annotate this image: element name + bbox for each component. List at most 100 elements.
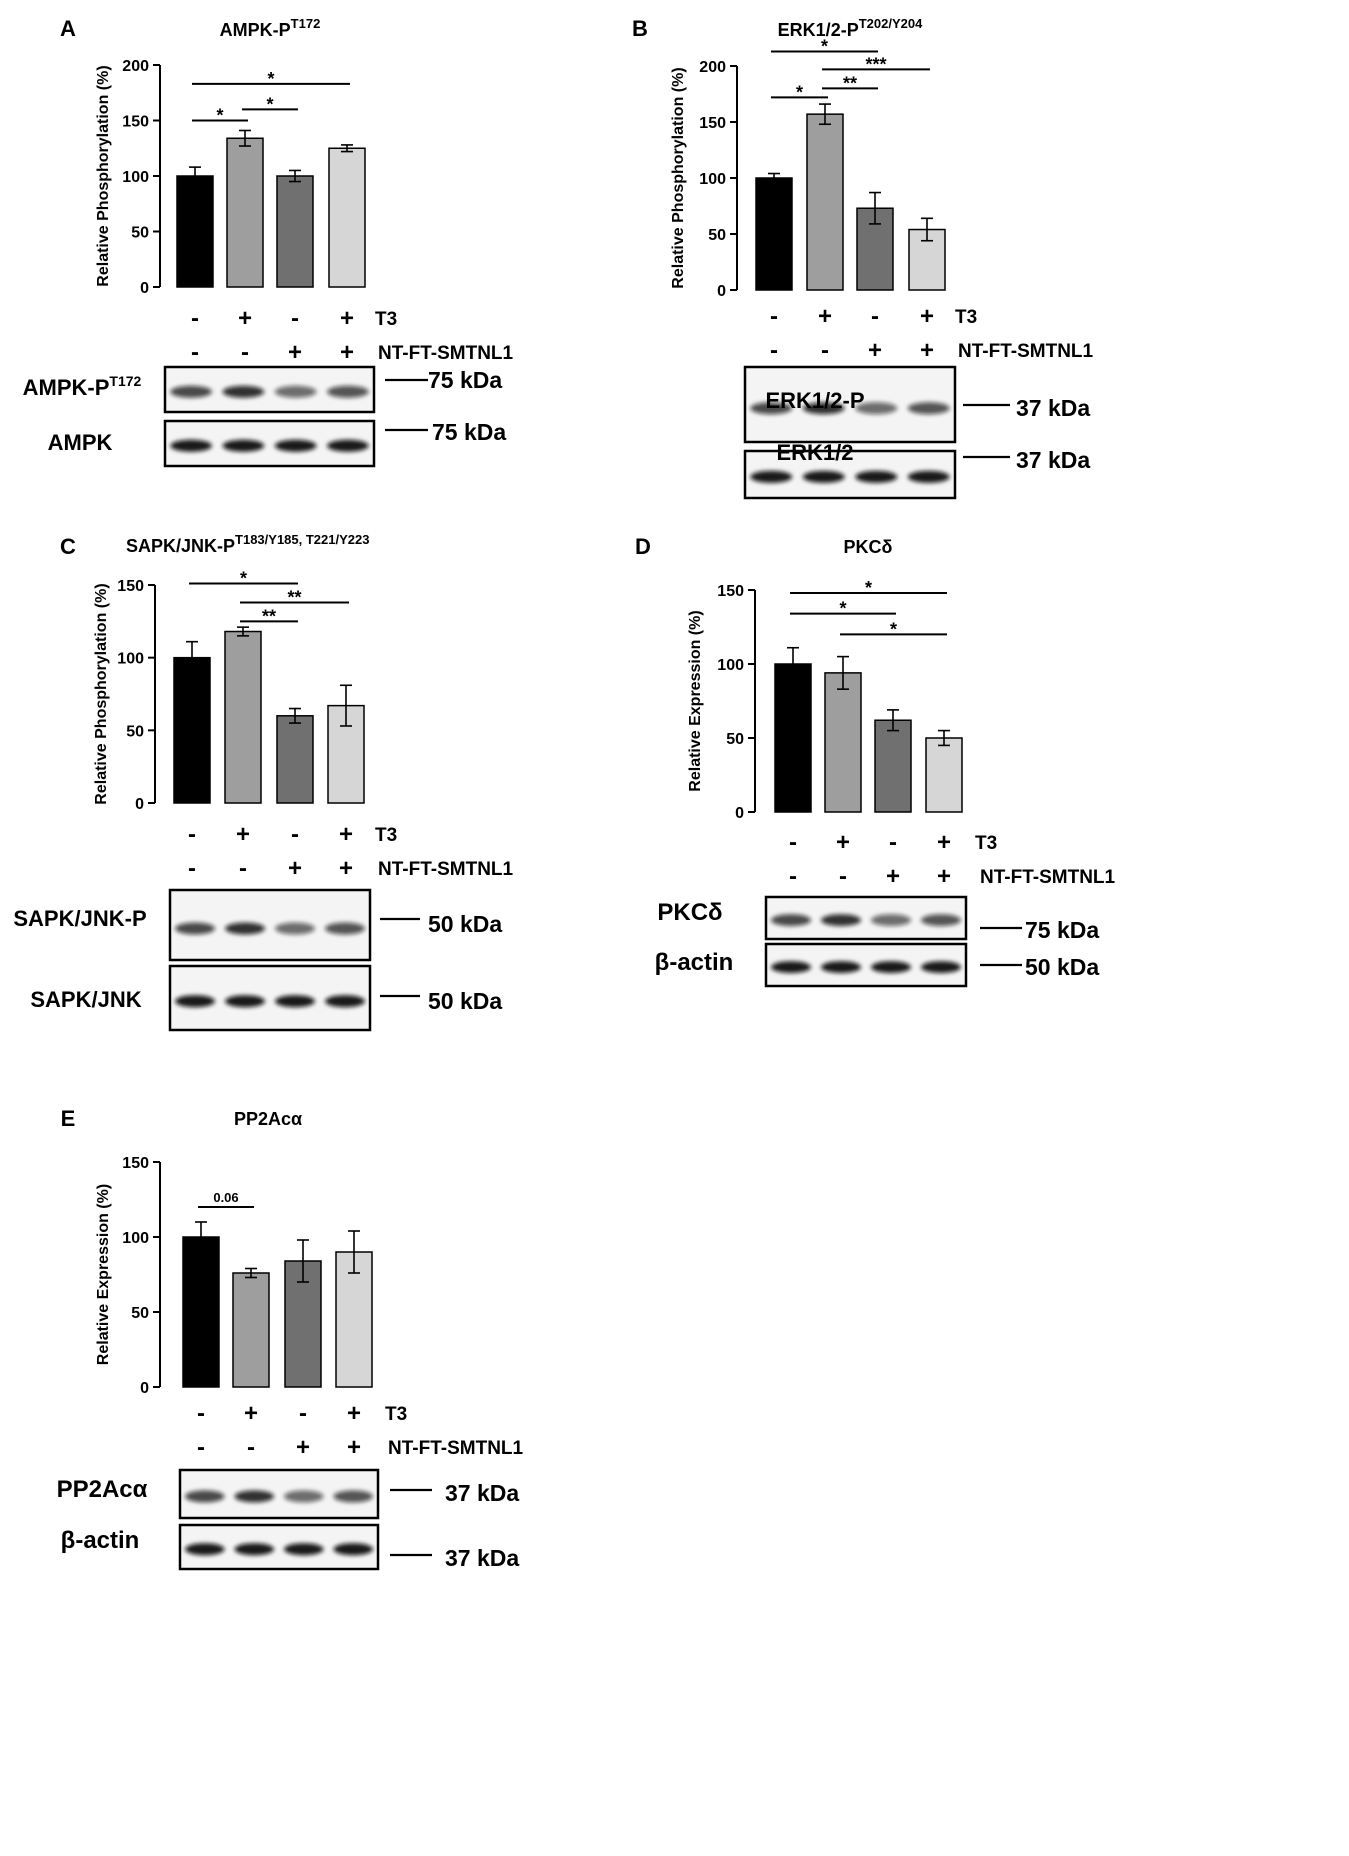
panel-letter: B [632, 16, 648, 41]
bar [335, 1251, 373, 1388]
smtnl1-sign: - [239, 855, 247, 882]
significance-label: * [865, 578, 872, 598]
y-tick-label: 100 [122, 1230, 149, 1247]
blot-band [750, 470, 793, 483]
western-blot: AMPK-PT172 75 kDa [23, 365, 502, 414]
blot-band [234, 1543, 275, 1556]
chart-title-superscript: T202/Y204 [859, 16, 923, 31]
y-tick-label: 100 [117, 651, 144, 668]
chart-title-text: PP2Acα [234, 1109, 302, 1129]
y-tick-label: 100 [717, 657, 744, 674]
smtnl1-label: NT-FT-SMTNL1 [378, 859, 514, 880]
molecular-weight-marker: 37 kDa [445, 1480, 519, 1506]
western-blot: SAPK/JNK-P 50 kDa [13, 888, 502, 962]
molecular-weight-marker: 50 kDa [1025, 954, 1099, 980]
y-tick-label: 0 [135, 796, 144, 813]
bar [806, 113, 844, 291]
blot-band [326, 439, 369, 452]
t3-sign: - [197, 1400, 205, 1427]
t3-sign: + [818, 303, 832, 330]
blot-band [275, 922, 315, 935]
blot-label-text: ERK1/2-P [765, 388, 864, 413]
bar [176, 175, 214, 288]
blot-band [234, 1490, 275, 1503]
smtnl1-sign: - [789, 863, 797, 890]
t3-sign: - [291, 821, 299, 848]
blot-band [274, 385, 317, 398]
smtnl1-sign: + [288, 855, 302, 882]
smtnl1-sign: - [197, 1434, 205, 1461]
y-tick-label: 100 [122, 169, 149, 186]
blot-label-text: β-actin [655, 949, 734, 976]
blot-label: SAPK/JNK-P [13, 906, 146, 931]
panel-c: C SAPK/JNK-PT183/Y185, T221/Y223Relative … [13, 532, 514, 1032]
blot-band [184, 1490, 225, 1503]
y-axis-label: Relative Phosphorylation (%) [93, 583, 110, 804]
blot-frame [764, 942, 968, 988]
t3-sign: + [920, 303, 934, 330]
chart-title-text: AMPK-P [220, 20, 291, 40]
bar [874, 719, 912, 813]
smtnl1-label: NT-FT-SMTNL1 [378, 343, 514, 364]
t3-sign: + [347, 1400, 361, 1427]
molecular-weight-marker: 37 kDa [445, 1545, 519, 1571]
y-axis-label: Relative Phosphorylation (%) [670, 67, 687, 288]
western-blot: β-actin 50 kDa [655, 942, 1099, 988]
western-blot: ERK1/2-P 37 kDa [743, 365, 1090, 444]
significance-label: * [796, 82, 803, 102]
t3-sign: + [339, 821, 353, 848]
smtnl1-sign: - [191, 339, 199, 366]
significance-label: *** [865, 54, 886, 74]
significance-label: * [240, 569, 247, 589]
t3-sign: + [836, 829, 850, 856]
blot-band [283, 1490, 324, 1503]
blot-label: ERK1/2 [776, 440, 853, 465]
chart-title: PKCδ [844, 537, 893, 557]
y-tick-label: 0 [140, 280, 149, 297]
y-tick-label: 200 [122, 58, 149, 75]
blot-band [325, 922, 365, 935]
bar [755, 177, 793, 291]
blot-band [275, 995, 315, 1008]
panel-d: D PKCδ Relative Expression (%) 0 50 100 150 * * *… [635, 534, 1116, 988]
y-tick-label: 0 [735, 805, 744, 822]
western-blot: ERK1/2 37 kDa [743, 440, 1090, 500]
t3-label: T3 [975, 833, 997, 854]
western-blot: AMPK 75 kDa [48, 419, 506, 468]
chart-title-superscript: T172 [291, 16, 321, 31]
blot-band [750, 402, 793, 415]
blot-label: ERK1/2-P [765, 388, 864, 413]
blot-band [170, 439, 213, 452]
blot-band [333, 1490, 374, 1503]
smtnl1-sign: + [937, 863, 951, 890]
chart-title-text: SAPK/JNK-P [126, 536, 235, 556]
smtnl1-sign: - [770, 337, 778, 364]
t3-label: T3 [385, 1404, 407, 1425]
bar [173, 656, 211, 804]
chart-title-text: PKCδ [844, 537, 893, 557]
t3-sign: - [871, 303, 879, 330]
molecular-weight-marker: 50 kDa [428, 988, 502, 1014]
blot-band [855, 402, 898, 415]
blot-band [170, 385, 213, 398]
y-tick-label: 50 [726, 731, 744, 748]
panel-letter: A [60, 16, 76, 41]
smtnl1-sign: + [886, 863, 900, 890]
western-blot: β-actin 37 kDa [61, 1523, 519, 1571]
smtnl1-sign: + [920, 337, 934, 364]
t3-sign: - [770, 303, 778, 330]
y-axis-label: Relative Phosphorylation (%) [95, 65, 112, 286]
blot-band [325, 995, 365, 1008]
smtnl1-sign: - [247, 1434, 255, 1461]
blot-band [907, 402, 950, 415]
blot-label-text: AMPK-P [23, 375, 110, 400]
blot-band [283, 1543, 324, 1556]
blot-label: PKCδ [657, 899, 722, 926]
y-tick-label: 100 [699, 171, 726, 188]
blot-label-text: ERK1/2 [776, 440, 853, 465]
significance-label: * [821, 36, 828, 56]
blot-band [921, 914, 961, 926]
smtnl1-sign: + [868, 337, 882, 364]
significance-label: * [839, 599, 846, 619]
panel-letter: D [635, 534, 651, 559]
